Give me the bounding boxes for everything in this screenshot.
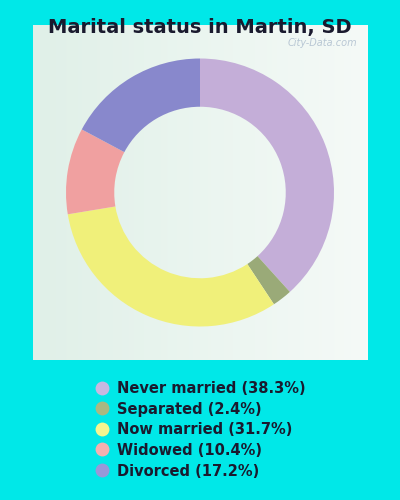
Wedge shape: [82, 58, 200, 152]
Wedge shape: [247, 256, 290, 304]
Text: City-Data.com: City-Data.com: [288, 38, 358, 48]
Wedge shape: [200, 58, 334, 292]
Wedge shape: [68, 206, 274, 326]
Text: Marital status in Martin, SD: Marital status in Martin, SD: [48, 18, 352, 38]
Legend: Never married (38.3%), Separated (2.4%), Now married (31.7%), Widowed (10.4%), D: Never married (38.3%), Separated (2.4%),…: [90, 377, 310, 483]
Wedge shape: [66, 130, 124, 214]
